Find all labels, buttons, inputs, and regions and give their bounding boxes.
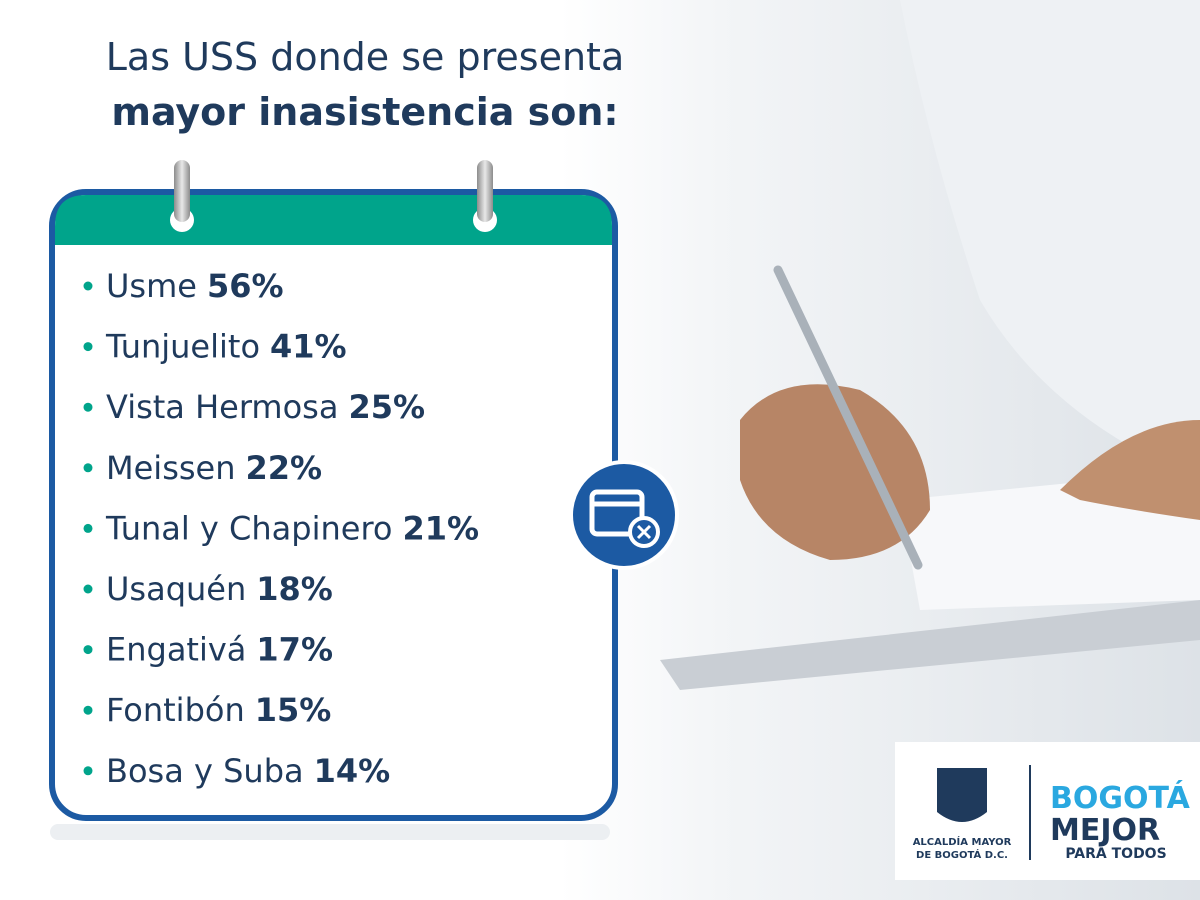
clipboard [660, 600, 1200, 690]
logo-brand: BOGOTÁ [1050, 780, 1191, 816]
bullet [83, 463, 93, 473]
ring [174, 160, 190, 222]
item-name: Fontibón [106, 691, 245, 729]
item-name: Tunal y Chapinero [105, 509, 392, 547]
title-line2: mayor inasistencia son: [111, 90, 618, 134]
item-value: 56% [207, 267, 284, 305]
pen [773, 265, 923, 570]
logo-text: DE BOGOTÁ D.C. [916, 848, 1008, 861]
list-item: Tunjuelito 41% [105, 328, 347, 366]
list: Usme 56% Tunjuelito 41% Vista Hermosa 25% Meis… [83, 267, 479, 790]
logo-text: ALCALDÍA MAYOR [913, 835, 1012, 848]
title-line1: Las USS donde se presenta [106, 35, 625, 79]
item-value: 25% [348, 388, 425, 426]
list-item: Usaquén 18% [106, 570, 333, 608]
calendar-icon [569, 460, 679, 570]
bullet [83, 342, 93, 352]
item-value: 21% [402, 509, 479, 547]
list-item: Usme 56% [106, 267, 284, 305]
item-name: Usaquén [106, 570, 246, 608]
list-item: Meissen 22% [106, 449, 322, 487]
list-item: Bosa y Suba 14% [106, 752, 390, 790]
item-name: Meissen [106, 449, 236, 487]
item-value: 18% [256, 570, 333, 608]
item-value: 41% [270, 328, 347, 366]
coat-of-arms [937, 768, 987, 822]
calendar-header [55, 195, 612, 245]
bullet [83, 766, 93, 776]
bullet [83, 281, 93, 291]
list-item: Vista Hermosa 25% [106, 388, 425, 426]
bullet [83, 705, 93, 715]
hand-right [1060, 420, 1200, 520]
item-value: 15% [255, 691, 332, 729]
item-name: Bosa y Suba [106, 752, 304, 790]
item-value: 17% [256, 631, 333, 669]
bullet [83, 645, 93, 655]
ring [477, 160, 493, 222]
logo-brand: MEJOR [1050, 813, 1160, 848]
logo-brand: PARA TODOS [1065, 846, 1166, 862]
list-item: Fontibón 15% [106, 691, 331, 729]
calendar-shadow [50, 824, 610, 840]
item-name: Tunjuelito [105, 328, 260, 366]
bullet [83, 584, 93, 594]
item-name: Engativá [106, 631, 246, 669]
item-name: Usme [106, 267, 197, 305]
bullet [83, 402, 93, 412]
list-item: Tunal y Chapinero 21% [105, 509, 479, 547]
coat [900, 0, 1200, 480]
item-value: 22% [246, 449, 323, 487]
item-value: 14% [314, 752, 391, 790]
icon-calendar [589, 489, 645, 537]
item-name: Vista Hermosa [106, 388, 338, 426]
icon-x [636, 524, 652, 540]
hand [740, 384, 930, 560]
list-item: Engativá 17% [106, 631, 333, 669]
bullet [83, 523, 93, 533]
